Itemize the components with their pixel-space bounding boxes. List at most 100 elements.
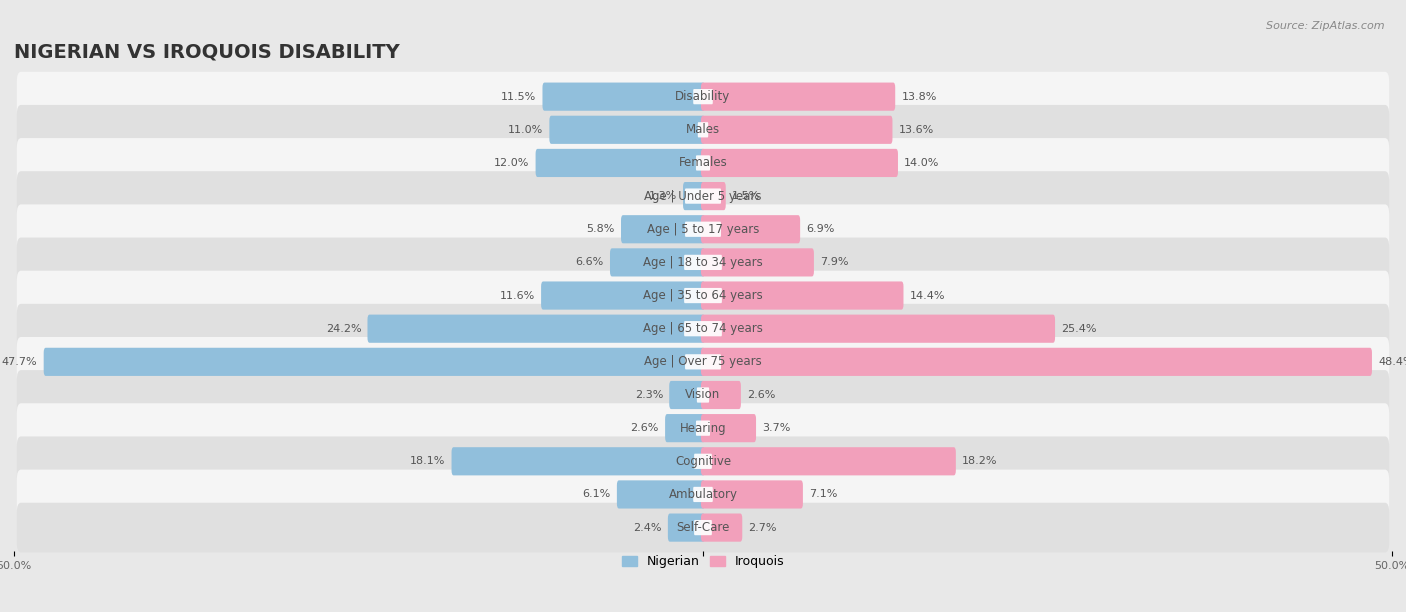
Text: 2.7%: 2.7% xyxy=(748,523,778,532)
FancyBboxPatch shape xyxy=(17,237,1389,287)
FancyBboxPatch shape xyxy=(685,255,721,270)
FancyBboxPatch shape xyxy=(17,502,1389,553)
Text: 13.6%: 13.6% xyxy=(898,125,934,135)
Legend: Nigerian, Iroquois: Nigerian, Iroquois xyxy=(617,550,789,573)
FancyBboxPatch shape xyxy=(695,520,711,536)
FancyBboxPatch shape xyxy=(17,370,1389,420)
Text: 13.8%: 13.8% xyxy=(901,92,936,102)
Text: Age | 18 to 34 years: Age | 18 to 34 years xyxy=(643,256,763,269)
FancyBboxPatch shape xyxy=(617,480,704,509)
Text: Age | 65 to 74 years: Age | 65 to 74 years xyxy=(643,322,763,335)
Text: Vision: Vision xyxy=(685,389,721,401)
FancyBboxPatch shape xyxy=(17,304,1389,354)
FancyBboxPatch shape xyxy=(665,414,704,442)
Text: 1.5%: 1.5% xyxy=(733,191,761,201)
Text: Hearing: Hearing xyxy=(679,422,727,435)
Text: 5.8%: 5.8% xyxy=(586,224,614,234)
Text: Cognitive: Cognitive xyxy=(675,455,731,468)
Text: 2.6%: 2.6% xyxy=(747,390,776,400)
Text: Ambulatory: Ambulatory xyxy=(668,488,738,501)
Text: 25.4%: 25.4% xyxy=(1062,324,1097,334)
FancyBboxPatch shape xyxy=(610,248,704,277)
FancyBboxPatch shape xyxy=(702,248,814,277)
FancyBboxPatch shape xyxy=(685,222,721,237)
FancyBboxPatch shape xyxy=(17,171,1389,221)
Text: 3.7%: 3.7% xyxy=(762,423,790,433)
FancyBboxPatch shape xyxy=(697,122,709,138)
FancyBboxPatch shape xyxy=(17,138,1389,188)
FancyBboxPatch shape xyxy=(669,381,704,409)
FancyBboxPatch shape xyxy=(17,469,1389,520)
Text: 18.1%: 18.1% xyxy=(411,457,446,466)
Text: Source: ZipAtlas.com: Source: ZipAtlas.com xyxy=(1267,21,1385,31)
Text: 14.0%: 14.0% xyxy=(904,158,939,168)
FancyBboxPatch shape xyxy=(17,204,1389,254)
Text: Females: Females xyxy=(679,157,727,170)
FancyBboxPatch shape xyxy=(685,321,721,337)
FancyBboxPatch shape xyxy=(44,348,704,376)
Text: Males: Males xyxy=(686,123,720,136)
FancyBboxPatch shape xyxy=(702,381,741,409)
FancyBboxPatch shape xyxy=(702,414,756,442)
FancyBboxPatch shape xyxy=(702,315,1054,343)
Text: 2.4%: 2.4% xyxy=(633,523,662,532)
Text: 12.0%: 12.0% xyxy=(494,158,530,168)
FancyBboxPatch shape xyxy=(17,271,1389,321)
FancyBboxPatch shape xyxy=(702,480,803,509)
Text: 6.1%: 6.1% xyxy=(582,490,610,499)
Text: 6.9%: 6.9% xyxy=(807,224,835,234)
FancyBboxPatch shape xyxy=(17,105,1389,155)
FancyBboxPatch shape xyxy=(17,403,1389,453)
FancyBboxPatch shape xyxy=(685,188,721,204)
Text: 7.9%: 7.9% xyxy=(820,258,849,267)
FancyBboxPatch shape xyxy=(702,116,893,144)
Text: Age | 5 to 17 years: Age | 5 to 17 years xyxy=(647,223,759,236)
FancyBboxPatch shape xyxy=(621,215,704,244)
FancyBboxPatch shape xyxy=(543,83,704,111)
Text: Disability: Disability xyxy=(675,90,731,103)
Text: Self-Care: Self-Care xyxy=(676,521,730,534)
FancyBboxPatch shape xyxy=(695,453,711,469)
FancyBboxPatch shape xyxy=(702,215,800,244)
FancyBboxPatch shape xyxy=(702,83,896,111)
FancyBboxPatch shape xyxy=(702,149,898,177)
FancyBboxPatch shape xyxy=(702,348,1372,376)
Text: Age | Over 75 years: Age | Over 75 years xyxy=(644,356,762,368)
FancyBboxPatch shape xyxy=(685,288,721,303)
Text: 24.2%: 24.2% xyxy=(326,324,361,334)
Text: 18.2%: 18.2% xyxy=(962,457,997,466)
FancyBboxPatch shape xyxy=(697,387,709,403)
FancyBboxPatch shape xyxy=(683,182,704,210)
Text: NIGERIAN VS IROQUOIS DISABILITY: NIGERIAN VS IROQUOIS DISABILITY xyxy=(14,43,399,62)
FancyBboxPatch shape xyxy=(367,315,704,343)
Text: Age | Under 5 years: Age | Under 5 years xyxy=(644,190,762,203)
FancyBboxPatch shape xyxy=(536,149,704,177)
FancyBboxPatch shape xyxy=(17,337,1389,387)
FancyBboxPatch shape xyxy=(696,155,710,171)
Text: 2.6%: 2.6% xyxy=(630,423,659,433)
Text: 1.3%: 1.3% xyxy=(648,191,676,201)
FancyBboxPatch shape xyxy=(702,447,956,476)
FancyBboxPatch shape xyxy=(693,487,713,502)
FancyBboxPatch shape xyxy=(451,447,704,476)
Text: 11.0%: 11.0% xyxy=(508,125,543,135)
FancyBboxPatch shape xyxy=(17,72,1389,122)
Text: Age | 35 to 64 years: Age | 35 to 64 years xyxy=(643,289,763,302)
Text: 11.5%: 11.5% xyxy=(501,92,536,102)
FancyBboxPatch shape xyxy=(702,282,904,310)
FancyBboxPatch shape xyxy=(702,182,725,210)
FancyBboxPatch shape xyxy=(696,420,710,436)
FancyBboxPatch shape xyxy=(541,282,704,310)
Text: 14.4%: 14.4% xyxy=(910,291,945,300)
Text: 2.3%: 2.3% xyxy=(634,390,664,400)
FancyBboxPatch shape xyxy=(668,513,704,542)
FancyBboxPatch shape xyxy=(17,436,1389,486)
FancyBboxPatch shape xyxy=(550,116,704,144)
FancyBboxPatch shape xyxy=(693,89,713,104)
Text: 47.7%: 47.7% xyxy=(1,357,38,367)
Text: 7.1%: 7.1% xyxy=(808,490,838,499)
Text: 6.6%: 6.6% xyxy=(575,258,603,267)
FancyBboxPatch shape xyxy=(685,354,721,370)
Text: 11.6%: 11.6% xyxy=(499,291,534,300)
Text: 48.4%: 48.4% xyxy=(1378,357,1406,367)
